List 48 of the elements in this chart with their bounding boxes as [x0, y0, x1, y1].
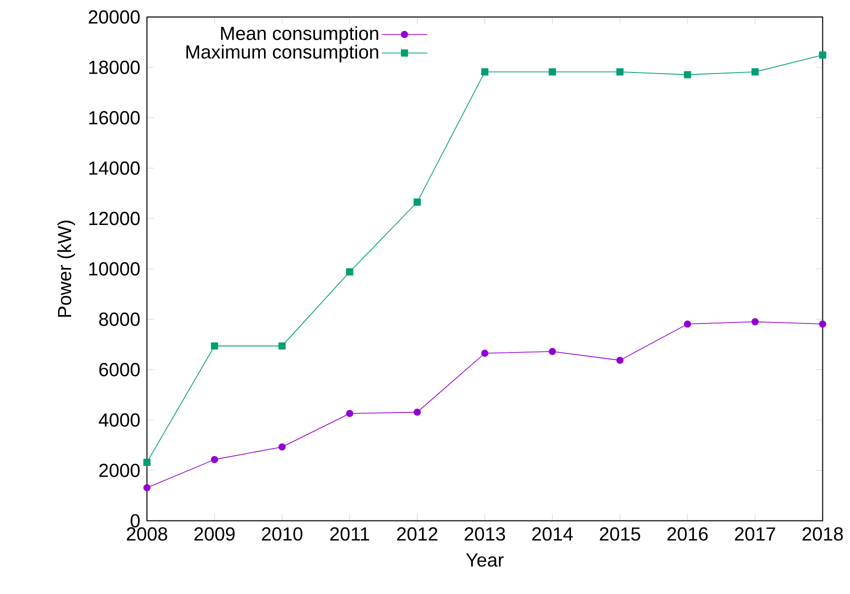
point [548, 68, 556, 76]
x-tick-label: 2016 [667, 527, 708, 541]
point [143, 458, 151, 466]
y-tick-label: 2000 [99, 464, 140, 478]
x-axis-title: Year [466, 554, 504, 567]
point [751, 68, 759, 76]
point [481, 68, 488, 76]
point [819, 52, 826, 59]
point [684, 320, 692, 328]
y-tick-label: 12000 [89, 212, 140, 226]
x-tick-label: 2008 [126, 527, 168, 541]
y-tick-label: 20000 [88, 10, 140, 24]
point [414, 408, 421, 416]
point [278, 342, 286, 350]
legend-label: Mean consumption [221, 26, 378, 44]
point [684, 71, 692, 78]
y-axis-title: Power (kW) [57, 220, 76, 317]
point [616, 356, 624, 364]
x-tick-label: 2011 [330, 527, 370, 541]
y-tick-label: 8000 [99, 312, 140, 326]
x-tick-label: 2017 [734, 527, 776, 541]
x-tick-label: 2013 [464, 527, 505, 541]
point [278, 443, 286, 451]
y-tick-label: 18000 [89, 60, 140, 74]
y-tick-label: 10000 [89, 262, 140, 276]
y-tick-label: 6000 [99, 363, 140, 376]
legend-label: Maximum consumption [186, 44, 378, 62]
point [616, 68, 624, 76]
x-tick-label: 2018 [802, 527, 843, 541]
y-tick-label: 14000 [89, 162, 140, 175]
point [210, 456, 218, 464]
y-tick-label: 16000 [89, 111, 140, 125]
point [751, 318, 759, 326]
point [481, 350, 488, 357]
x-tick-label: 2012 [397, 527, 438, 541]
point [143, 484, 151, 492]
x-tick-label: 2015 [600, 527, 640, 541]
x-tick-label: 2014 [532, 527, 573, 541]
point [414, 198, 421, 206]
point [548, 348, 556, 356]
point [210, 342, 218, 350]
x-tick-label: 2010 [262, 527, 302, 541]
x-tick-label: 2009 [194, 527, 235, 541]
y-tick-label: 4000 [98, 413, 140, 427]
point [819, 320, 826, 328]
y-tick-label: 0 [130, 514, 140, 528]
point [346, 410, 354, 418]
point [346, 268, 354, 276]
